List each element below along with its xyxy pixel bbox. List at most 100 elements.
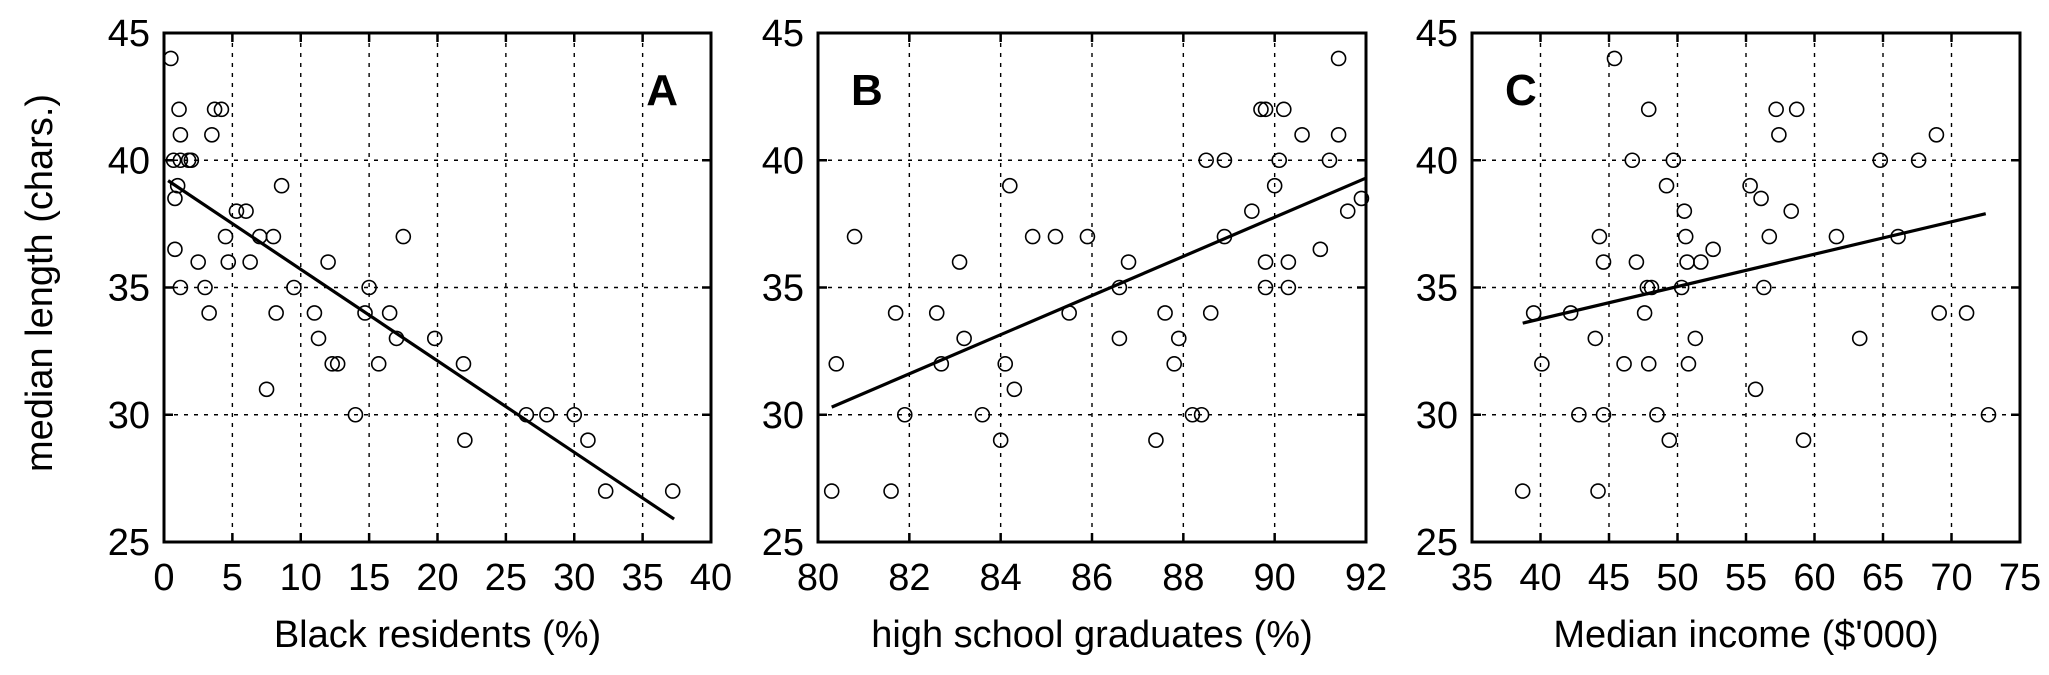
data-point — [1184, 406, 1201, 423]
data-point — [823, 483, 840, 499]
data-point — [1928, 127, 1945, 143]
data-point — [1202, 305, 1219, 321]
x-tick-label: 10 — [280, 557, 322, 599]
x-tick-label: 0 — [153, 557, 174, 599]
panels: 0 5 10 15 20 25 30 35 40 25 30 35 40 45 Black resident… — [108, 13, 2041, 656]
data-point — [265, 228, 282, 245]
y-tick-label: 40 — [108, 140, 150, 182]
y-tick-label: 40 — [762, 140, 804, 182]
data-point — [1587, 330, 1604, 347]
x-tick-label: 35 — [1451, 557, 1493, 599]
x-tick-label: 5 — [222, 557, 243, 599]
data-point — [1595, 254, 1612, 270]
data-point — [1687, 330, 1704, 347]
data-point — [1330, 50, 1347, 67]
data-point — [1624, 152, 1641, 169]
y-tick-label: 45 — [1416, 13, 1458, 55]
data-point — [1595, 406, 1612, 423]
data-point — [310, 330, 327, 347]
data-point — [395, 228, 412, 245]
panel-letter: B — [851, 66, 883, 115]
x-tick-label: 90 — [1254, 557, 1296, 599]
data-point — [228, 203, 245, 219]
plot-frame — [816, 31, 1368, 544]
data-point — [1591, 228, 1608, 245]
data-point — [1628, 254, 1645, 270]
data-point — [1276, 101, 1292, 118]
x-tick-label: 55 — [1725, 557, 1767, 599]
data-point — [167, 190, 183, 207]
x-tick-label: 65 — [1862, 557, 1904, 599]
data-point — [1788, 101, 1805, 118]
data-point — [361, 279, 377, 296]
data-point — [1280, 279, 1297, 296]
data-point — [1198, 152, 1214, 169]
data-point — [1665, 152, 1682, 169]
data-point — [172, 127, 189, 143]
data-point — [1680, 356, 1697, 372]
data-point — [324, 356, 341, 372]
data-point — [455, 356, 472, 372]
data-point — [997, 356, 1014, 372]
data-point — [426, 330, 443, 347]
x-tick-label: 15 — [348, 557, 390, 599]
y-axis-label: median length (chars.) — [19, 94, 61, 472]
data-point — [1616, 356, 1632, 372]
data-point — [1640, 356, 1657, 372]
panel-c: 35 40 45 50 55 60 65 70 75 25 30 35 40 45 Median incom… — [1416, 13, 2041, 656]
data-point — [1353, 190, 1370, 207]
data-point — [1590, 483, 1606, 499]
x-tick-label: 50 — [1656, 557, 1698, 599]
data-point — [828, 356, 845, 372]
plot-frame — [1470, 31, 2022, 544]
data-point — [1643, 279, 1660, 296]
data-point — [1253, 101, 1269, 118]
data-point — [220, 254, 237, 270]
data-point — [381, 305, 398, 321]
data-point — [974, 406, 991, 423]
data-point — [1771, 127, 1787, 143]
y-tick-label: 25 — [762, 522, 804, 564]
y-tick-label: 35 — [1416, 268, 1458, 310]
x-tick-label: 40 — [690, 557, 732, 599]
data-point — [320, 254, 336, 270]
data-point — [1872, 152, 1889, 169]
regression-line — [831, 176, 1367, 409]
data-point — [539, 406, 555, 423]
data-point — [1828, 228, 1845, 245]
data-point — [1980, 406, 1997, 423]
data-point — [896, 406, 913, 423]
data-point — [1330, 127, 1347, 143]
x-axis-label: Black residents (%) — [274, 614, 601, 656]
y-tick-label: 25 — [108, 522, 150, 564]
data-point — [1649, 406, 1665, 423]
x-tick-label: 35 — [621, 557, 663, 599]
y-tick-label: 30 — [1416, 395, 1458, 437]
data-point — [1193, 406, 1210, 423]
data-point — [951, 254, 968, 270]
data-point — [1339, 203, 1356, 219]
data-point — [197, 279, 213, 296]
data-point — [1606, 50, 1623, 67]
data-point — [190, 254, 206, 270]
x-tick-label: 82 — [888, 557, 930, 599]
x-tick-label: 80 — [797, 557, 839, 599]
x-tick-label: 40 — [1519, 557, 1561, 599]
data-point — [457, 432, 473, 449]
data-point — [992, 432, 1009, 449]
data-point — [268, 305, 284, 321]
data-point — [1111, 330, 1128, 347]
data-point — [1280, 254, 1297, 270]
data-point — [566, 406, 583, 423]
x-tick-label: 30 — [553, 557, 595, 599]
data-point — [1753, 190, 1769, 207]
y-tick-label: 45 — [762, 13, 804, 55]
regression-line — [1522, 212, 1987, 325]
plot-frame — [162, 31, 713, 544]
data-point — [1677, 228, 1694, 245]
data-point — [1747, 381, 1764, 398]
data-point — [206, 101, 223, 118]
x-tick-label: 86 — [1071, 557, 1113, 599]
data-point — [286, 279, 302, 296]
y-tick-label: 25 — [1416, 522, 1458, 564]
